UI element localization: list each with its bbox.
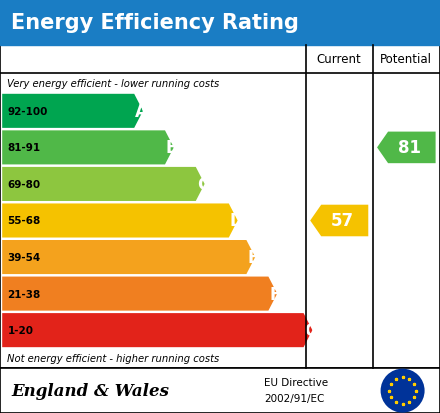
Bar: [0, 368, 440, 413]
Text: C: C: [197, 176, 209, 193]
Ellipse shape: [381, 369, 425, 413]
Text: 21-38: 21-38: [7, 289, 41, 299]
Text: D: D: [230, 212, 243, 230]
Text: EU Directive: EU Directive: [264, 377, 328, 387]
Text: 2002/91/EC: 2002/91/EC: [264, 393, 324, 403]
Text: G: G: [304, 321, 318, 339]
Text: B: B: [166, 139, 179, 157]
Polygon shape: [310, 205, 368, 237]
Text: E: E: [247, 249, 259, 266]
Polygon shape: [2, 168, 205, 202]
Bar: [0, 0, 440, 45]
Text: 39-54: 39-54: [7, 252, 41, 262]
Polygon shape: [2, 131, 174, 165]
Text: 55-68: 55-68: [7, 216, 41, 226]
Polygon shape: [377, 132, 436, 164]
Text: 81-91: 81-91: [7, 143, 40, 153]
Polygon shape: [2, 277, 277, 311]
Text: 57: 57: [331, 212, 354, 230]
Text: A: A: [135, 102, 148, 121]
Text: 81: 81: [398, 139, 421, 157]
Text: 1-20: 1-20: [7, 325, 33, 335]
Text: Not energy efficient - higher running costs: Not energy efficient - higher running co…: [7, 354, 219, 363]
Bar: [0, 45, 440, 368]
Text: Very energy efficient - lower running costs: Very energy efficient - lower running co…: [7, 78, 219, 88]
Text: Energy Efficiency Rating: Energy Efficiency Rating: [11, 13, 299, 33]
Text: 69-80: 69-80: [7, 180, 40, 190]
Text: F: F: [269, 285, 281, 303]
Polygon shape: [2, 204, 238, 238]
Text: Potential: Potential: [380, 53, 433, 66]
Text: 92-100: 92-100: [7, 107, 48, 116]
Text: Current: Current: [317, 53, 362, 66]
Polygon shape: [2, 313, 312, 347]
Polygon shape: [2, 240, 255, 274]
Text: England & Wales: England & Wales: [11, 382, 169, 399]
Polygon shape: [2, 95, 143, 128]
